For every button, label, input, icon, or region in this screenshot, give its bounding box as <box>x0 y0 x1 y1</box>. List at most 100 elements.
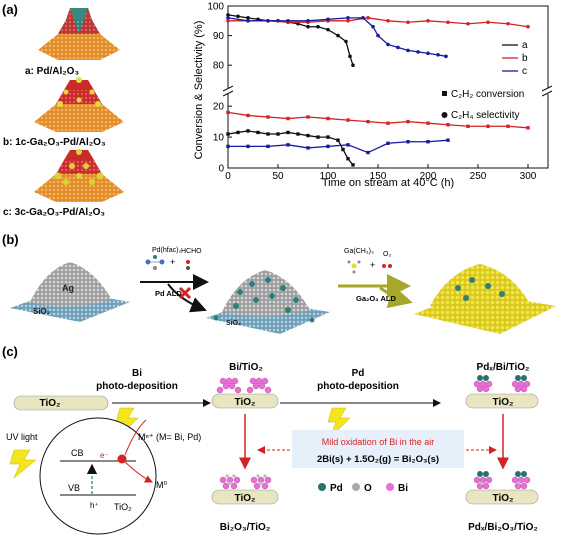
legend-o: O <box>364 483 372 494</box>
tio2-support-initial <box>13 395 109 411</box>
pd-hfac-molecule-icon <box>145 255 165 270</box>
series-a-selectivity-point <box>316 24 320 29</box>
hole-label: h⁺ <box>90 501 99 510</box>
series-c-selectivity-point <box>386 42 390 47</box>
series-c-conversion-point <box>446 138 450 142</box>
series-b-conversion-point <box>466 124 470 128</box>
series-b-conversion-point <box>486 124 490 128</box>
legend-label-a: a <box>522 40 528 51</box>
catalyst-c-model <box>34 149 124 202</box>
series-c-selectivity-point <box>226 16 230 20</box>
x-tick-label: 50 <box>272 171 284 182</box>
atom-legend: Pd O Bi <box>318 483 408 494</box>
series-a-conversion-point <box>236 130 240 135</box>
series-c-conversion-point <box>266 144 270 149</box>
oxidation-box <box>292 430 464 468</box>
series-b-conversion-point <box>446 123 450 127</box>
ga2o3-coated-substrate <box>414 264 556 334</box>
legend-label-c: c <box>522 66 527 77</box>
o-atom-icon <box>352 483 360 491</box>
ga2o3-branch-arrow <box>379 284 413 309</box>
series-b-selectivity-point <box>466 21 470 26</box>
reactant3-label: Ga(CH₃)₃ <box>344 248 374 255</box>
series-c-selectivity-point <box>444 54 448 59</box>
series-b-conversion-point <box>366 119 370 124</box>
series-c-selectivity-point <box>436 53 440 57</box>
series-c-conversion-point <box>246 144 250 149</box>
series-a-conversion-point <box>266 132 270 136</box>
x-tick-label: 150 <box>370 171 387 182</box>
band-diagram <box>39 417 157 535</box>
electron-icon <box>117 454 127 464</box>
series-a-selectivity-point <box>344 39 348 44</box>
series-c-selectivity-point <box>416 50 420 54</box>
series-a-selectivity-point <box>348 54 352 59</box>
series-a-selectivity-point <box>246 16 250 20</box>
chart-frame <box>227 5 549 169</box>
series-b-selectivity-point <box>366 16 370 20</box>
series-b-conversion-point <box>326 116 330 121</box>
stability-chart: 0 50 100 150 200 250 300 80 90 100 0 10 20 Time on s… <box>193 2 553 189</box>
series-c-selectivity-point <box>406 48 410 53</box>
series-c-conversion-point <box>366 150 370 155</box>
step2-title-1: Pd <box>352 368 365 379</box>
pdx-bi-tio2-model <box>465 375 539 409</box>
ga-ch3-molecule-icon <box>347 260 361 274</box>
blocked-cross-icon <box>178 286 192 300</box>
series-c-conversion-point <box>346 143 350 147</box>
series-b-selectivity-point <box>226 19 230 23</box>
step2-title-2: photo-deposition <box>317 381 399 392</box>
particle-label: Ag <box>62 283 74 293</box>
series-b-selectivity-point <box>446 20 450 25</box>
catalyst-a-label: a: Pd/Al₂O₃ <box>25 66 79 77</box>
series-c-selectivity-point <box>376 33 380 38</box>
series-b-conversion-point <box>306 115 310 119</box>
legend-bi: Bi <box>398 483 408 494</box>
series-a-selectivity-point <box>236 14 240 19</box>
series-a-selectivity-point <box>336 33 340 38</box>
tio2-label-band: TiO₂ <box>114 502 132 512</box>
x-tick-label: 300 <box>520 171 537 182</box>
series-b-conversion-point <box>386 121 390 125</box>
catalyst-a-model <box>38 8 120 60</box>
series-a-conversion-point <box>256 130 260 135</box>
y-tick-label: 0 <box>218 164 224 175</box>
step1-title-1: Bi <box>132 368 142 379</box>
legend-label-b: b <box>522 53 528 64</box>
series-c-selectivity-point <box>346 16 350 20</box>
series-c-selectivity-point <box>246 19 250 23</box>
substrate-label-2: SiO₂ <box>226 320 241 327</box>
oxidation-equation: 2Bi(s) + 1.5O₂(g) = Bi₂O₃(s) <box>317 454 439 465</box>
series-c-conversion-point <box>286 143 290 147</box>
hcho-molecule-icon <box>186 260 190 270</box>
y-tick-label: 90 <box>213 31 225 42</box>
bi-tio2-model <box>211 377 279 409</box>
series-a-conversion-point <box>306 133 310 138</box>
legend-square-marker <box>442 91 447 96</box>
mild-oxidation-label: Mild oxidation of Bi in the air <box>322 437 435 447</box>
bi-tio2-label: Bi/TiO₂ <box>229 362 263 373</box>
series-b-selectivity-point <box>406 20 410 25</box>
series-b-selectivity-point <box>386 19 390 23</box>
pdx-bi-tio2-label: Pdₓ/Bi/TiO₂ <box>477 362 530 373</box>
y-tick-label: 20 <box>213 102 225 113</box>
reactant4-label: O₂ <box>383 251 391 258</box>
reactant1-label: Pd(hfac)₂ <box>152 247 181 254</box>
series-a-selectivity-point <box>326 27 330 32</box>
y-tick-label: 80 <box>213 61 225 72</box>
catalyst-b-model <box>34 77 124 132</box>
pd-atom-icon <box>318 483 326 491</box>
bi2o3-tio2-model <box>211 474 279 505</box>
series-b-conversion-point <box>286 116 290 121</box>
series-c-selectivity-point <box>286 19 290 23</box>
series-c-selectivity-point <box>426 51 430 56</box>
series-b-conversion-line <box>227 111 529 129</box>
series-b-selectivity-point <box>346 19 350 23</box>
series-c-selectivity-point <box>306 19 310 23</box>
tio2-label-1: TiO₂ <box>40 398 61 409</box>
legend-pd: Pd <box>330 483 343 494</box>
vb-label: VB <box>68 483 80 493</box>
series-a-conversion-point <box>326 135 330 139</box>
plus-sign-2: + <box>370 260 375 270</box>
